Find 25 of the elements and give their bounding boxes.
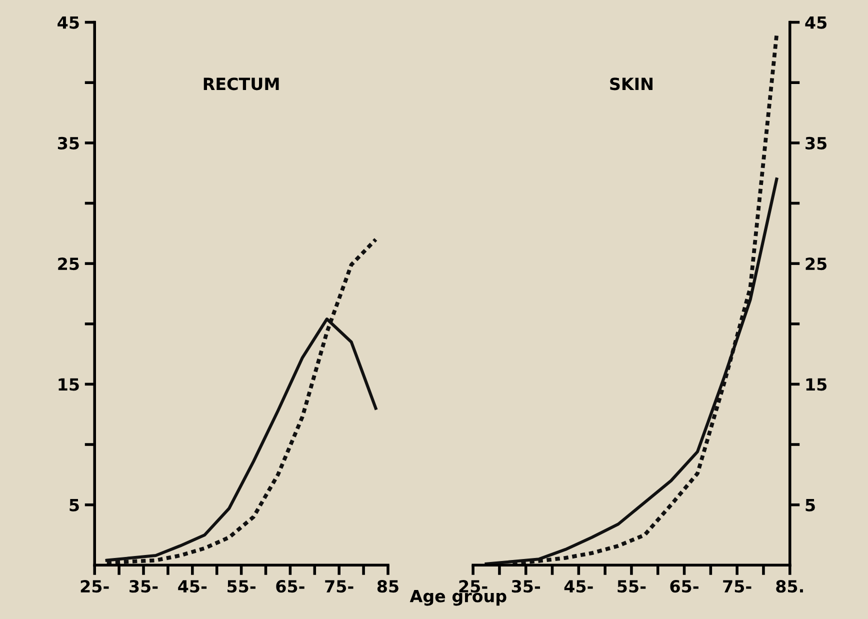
y-tick-label: 35 [58, 136, 79, 150]
x-tick-label: 65- [670, 580, 698, 593]
y-tick-label: 15 [806, 378, 826, 391]
x-tick-label: 55- [228, 580, 256, 593]
y-tick-label: 45 [805, 16, 826, 29]
y-tick-label: 15 [58, 378, 79, 391]
x-tick-label: 25- [80, 580, 109, 593]
x-tick-label: 65- [276, 580, 304, 593]
x-tick-label: 35- [512, 580, 540, 593]
y-tick-label: 45 [58, 16, 79, 29]
y-tick-label: 35 [806, 136, 826, 150]
y-tick-label: 25 [58, 258, 79, 270]
x-tick-label: 85 [377, 580, 398, 593]
x-tick-label: 55- [618, 580, 646, 593]
text: SKIN [610, 78, 652, 90]
x-tick-label: 45- [564, 580, 593, 593]
x-tick-label: 45- [178, 580, 207, 593]
y-tick-label: 5 [806, 499, 815, 512]
x-tick-label: 75- [325, 580, 354, 593]
x-tick-label: 85. [776, 580, 803, 593]
y-tick-label: 25 [806, 258, 826, 270]
text: RECTUM [204, 78, 279, 90]
y-tick-label: 5 [70, 499, 79, 512]
x-tick-label: 75- [723, 580, 752, 593]
x-tick-label: 35- [130, 580, 158, 593]
